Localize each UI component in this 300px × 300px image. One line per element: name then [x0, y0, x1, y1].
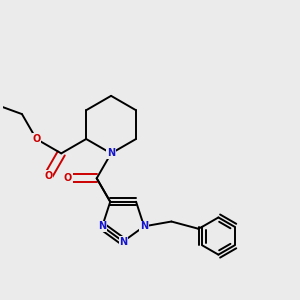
Text: O: O — [64, 173, 72, 183]
Text: N: N — [119, 236, 127, 247]
Text: O: O — [44, 171, 52, 181]
Text: N: N — [98, 221, 106, 231]
Text: N: N — [140, 221, 148, 231]
Text: O: O — [32, 134, 41, 144]
Text: N: N — [107, 148, 115, 158]
